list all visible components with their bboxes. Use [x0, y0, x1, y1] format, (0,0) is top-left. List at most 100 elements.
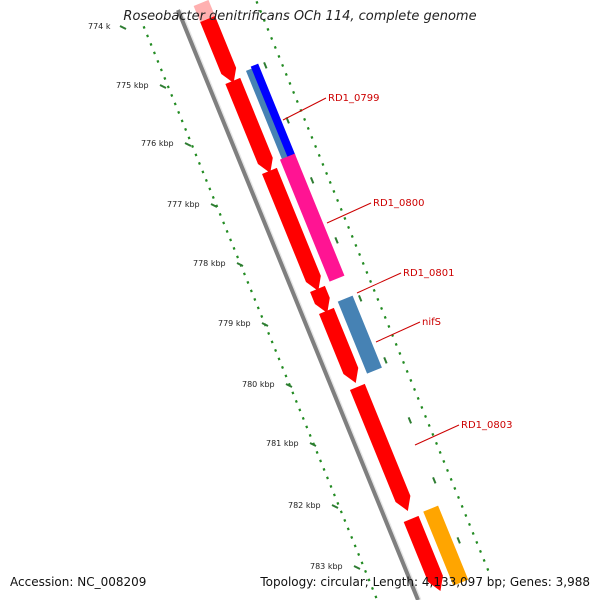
gene-label-lines: [282, 97, 460, 446]
genome-title: Roseobacter denitrificans OCh 114, compl…: [123, 9, 477, 24]
gc-dot: [486, 567, 490, 571]
gc-dot: [449, 477, 453, 481]
gc-dot: [201, 170, 205, 174]
outer-tick: [309, 177, 315, 184]
gc-dot: [402, 360, 405, 364]
gc-dot: [409, 378, 413, 382]
gc-dot: [191, 144, 194, 148]
gc-dot: [274, 348, 278, 352]
gene-callout-line: [282, 97, 327, 121]
cog-block-orange: [423, 505, 469, 586]
tick-label: 775 kbp: [116, 81, 149, 90]
gc-dot: [350, 535, 354, 539]
gc-dot: [380, 306, 384, 310]
gc-dot: [177, 110, 181, 114]
gc-dot: [270, 36, 274, 40]
gc-dot: [294, 399, 298, 403]
cds-arrow: [225, 77, 273, 173]
gc-dot: [284, 374, 288, 378]
gc-dot: [236, 255, 239, 259]
gc-dot: [369, 279, 373, 283]
gc-dot: [336, 198, 340, 202]
gc-dot: [284, 72, 288, 76]
tick-label: 774 k: [88, 22, 111, 31]
gc-dot: [413, 387, 416, 391]
tick-label: 776 kbp: [141, 139, 174, 148]
gc-dot: [354, 243, 358, 247]
gc-dot: [281, 63, 285, 67]
gc-dot: [259, 9, 263, 13]
kbp-tick: [119, 25, 127, 30]
cds-arrow: [262, 167, 321, 291]
gc-dot: [350, 234, 354, 238]
gc-dot: [306, 126, 310, 130]
gc-dot: [479, 549, 482, 553]
outer-tick: [456, 537, 461, 544]
outer-tick: [432, 477, 437, 484]
gc-dot: [431, 432, 435, 436]
kbp-tick: [159, 84, 167, 89]
cog-block-steel: [245, 67, 291, 161]
accession-text: Accession: NC_008209: [10, 575, 147, 589]
outer-tick: [358, 295, 363, 302]
gene-label-rd1-0803[interactable]: RD1_0803: [461, 420, 512, 431]
gc-dot: [394, 342, 398, 346]
gc-dot: [482, 558, 486, 562]
gc-dot: [163, 76, 167, 80]
gc-dot: [232, 246, 236, 250]
gc-dot: [142, 25, 146, 29]
gc-dot: [146, 34, 150, 38]
cds-arrow: [319, 307, 359, 383]
gc-dot: [464, 513, 468, 517]
gc-dot: [225, 229, 229, 233]
gc-dot: [346, 527, 350, 531]
gc-dot: [184, 127, 188, 131]
gc-dot: [166, 85, 170, 89]
gene-label-rd1-0800[interactable]: RD1_0800: [373, 198, 424, 209]
gene-label-nifs[interactable]: nifS: [422, 317, 441, 328]
gc-dot: [332, 493, 336, 497]
gc-dot: [156, 59, 160, 63]
gc-dot: [292, 90, 296, 94]
outer-tick: [334, 237, 339, 244]
outer-tick: [383, 357, 388, 364]
kbp-tick: [210, 203, 218, 208]
outer-tick: [263, 62, 268, 69]
kbp-tick: [285, 383, 293, 388]
gc-dot: [288, 81, 292, 85]
gc-dot: [303, 117, 307, 121]
tick-label: 779 kbp: [218, 319, 251, 328]
outer-tick: [407, 417, 412, 424]
gc-dot: [383, 315, 387, 319]
gc-dot: [336, 501, 340, 505]
gc-dot: [314, 144, 318, 148]
kbp-tick: [353, 565, 361, 570]
gene-label-rd1-0799[interactable]: RD1_0799: [328, 93, 379, 104]
gc-dot: [305, 425, 309, 429]
cds-arrow: [403, 515, 443, 591]
gc-dot: [173, 102, 177, 106]
gc-dot: [262, 18, 266, 22]
cds-arrow: [349, 383, 411, 511]
gc-dot: [360, 561, 364, 565]
gc-dot: [427, 423, 431, 427]
gc-dot: [457, 495, 460, 499]
gc-dot: [446, 468, 449, 472]
gc-dot: [353, 544, 357, 548]
gc-dot: [273, 45, 277, 49]
gc-dot: [152, 51, 156, 55]
gc-dot: [266, 27, 270, 31]
gene-callout-line: [326, 202, 372, 224]
gc-dot: [315, 450, 319, 454]
gc-dot: [149, 42, 153, 46]
gc-dot: [317, 153, 321, 157]
gc-dot: [435, 441, 438, 445]
gc-dot: [298, 408, 302, 412]
tick-label: 783 kbp: [310, 562, 343, 571]
gc-dot: [405, 369, 409, 373]
gc-dot: [332, 189, 336, 193]
gc-dot: [398, 351, 402, 355]
gc-dot: [347, 225, 351, 229]
gene-label-rd1-0801[interactable]: RD1_0801: [403, 268, 454, 279]
